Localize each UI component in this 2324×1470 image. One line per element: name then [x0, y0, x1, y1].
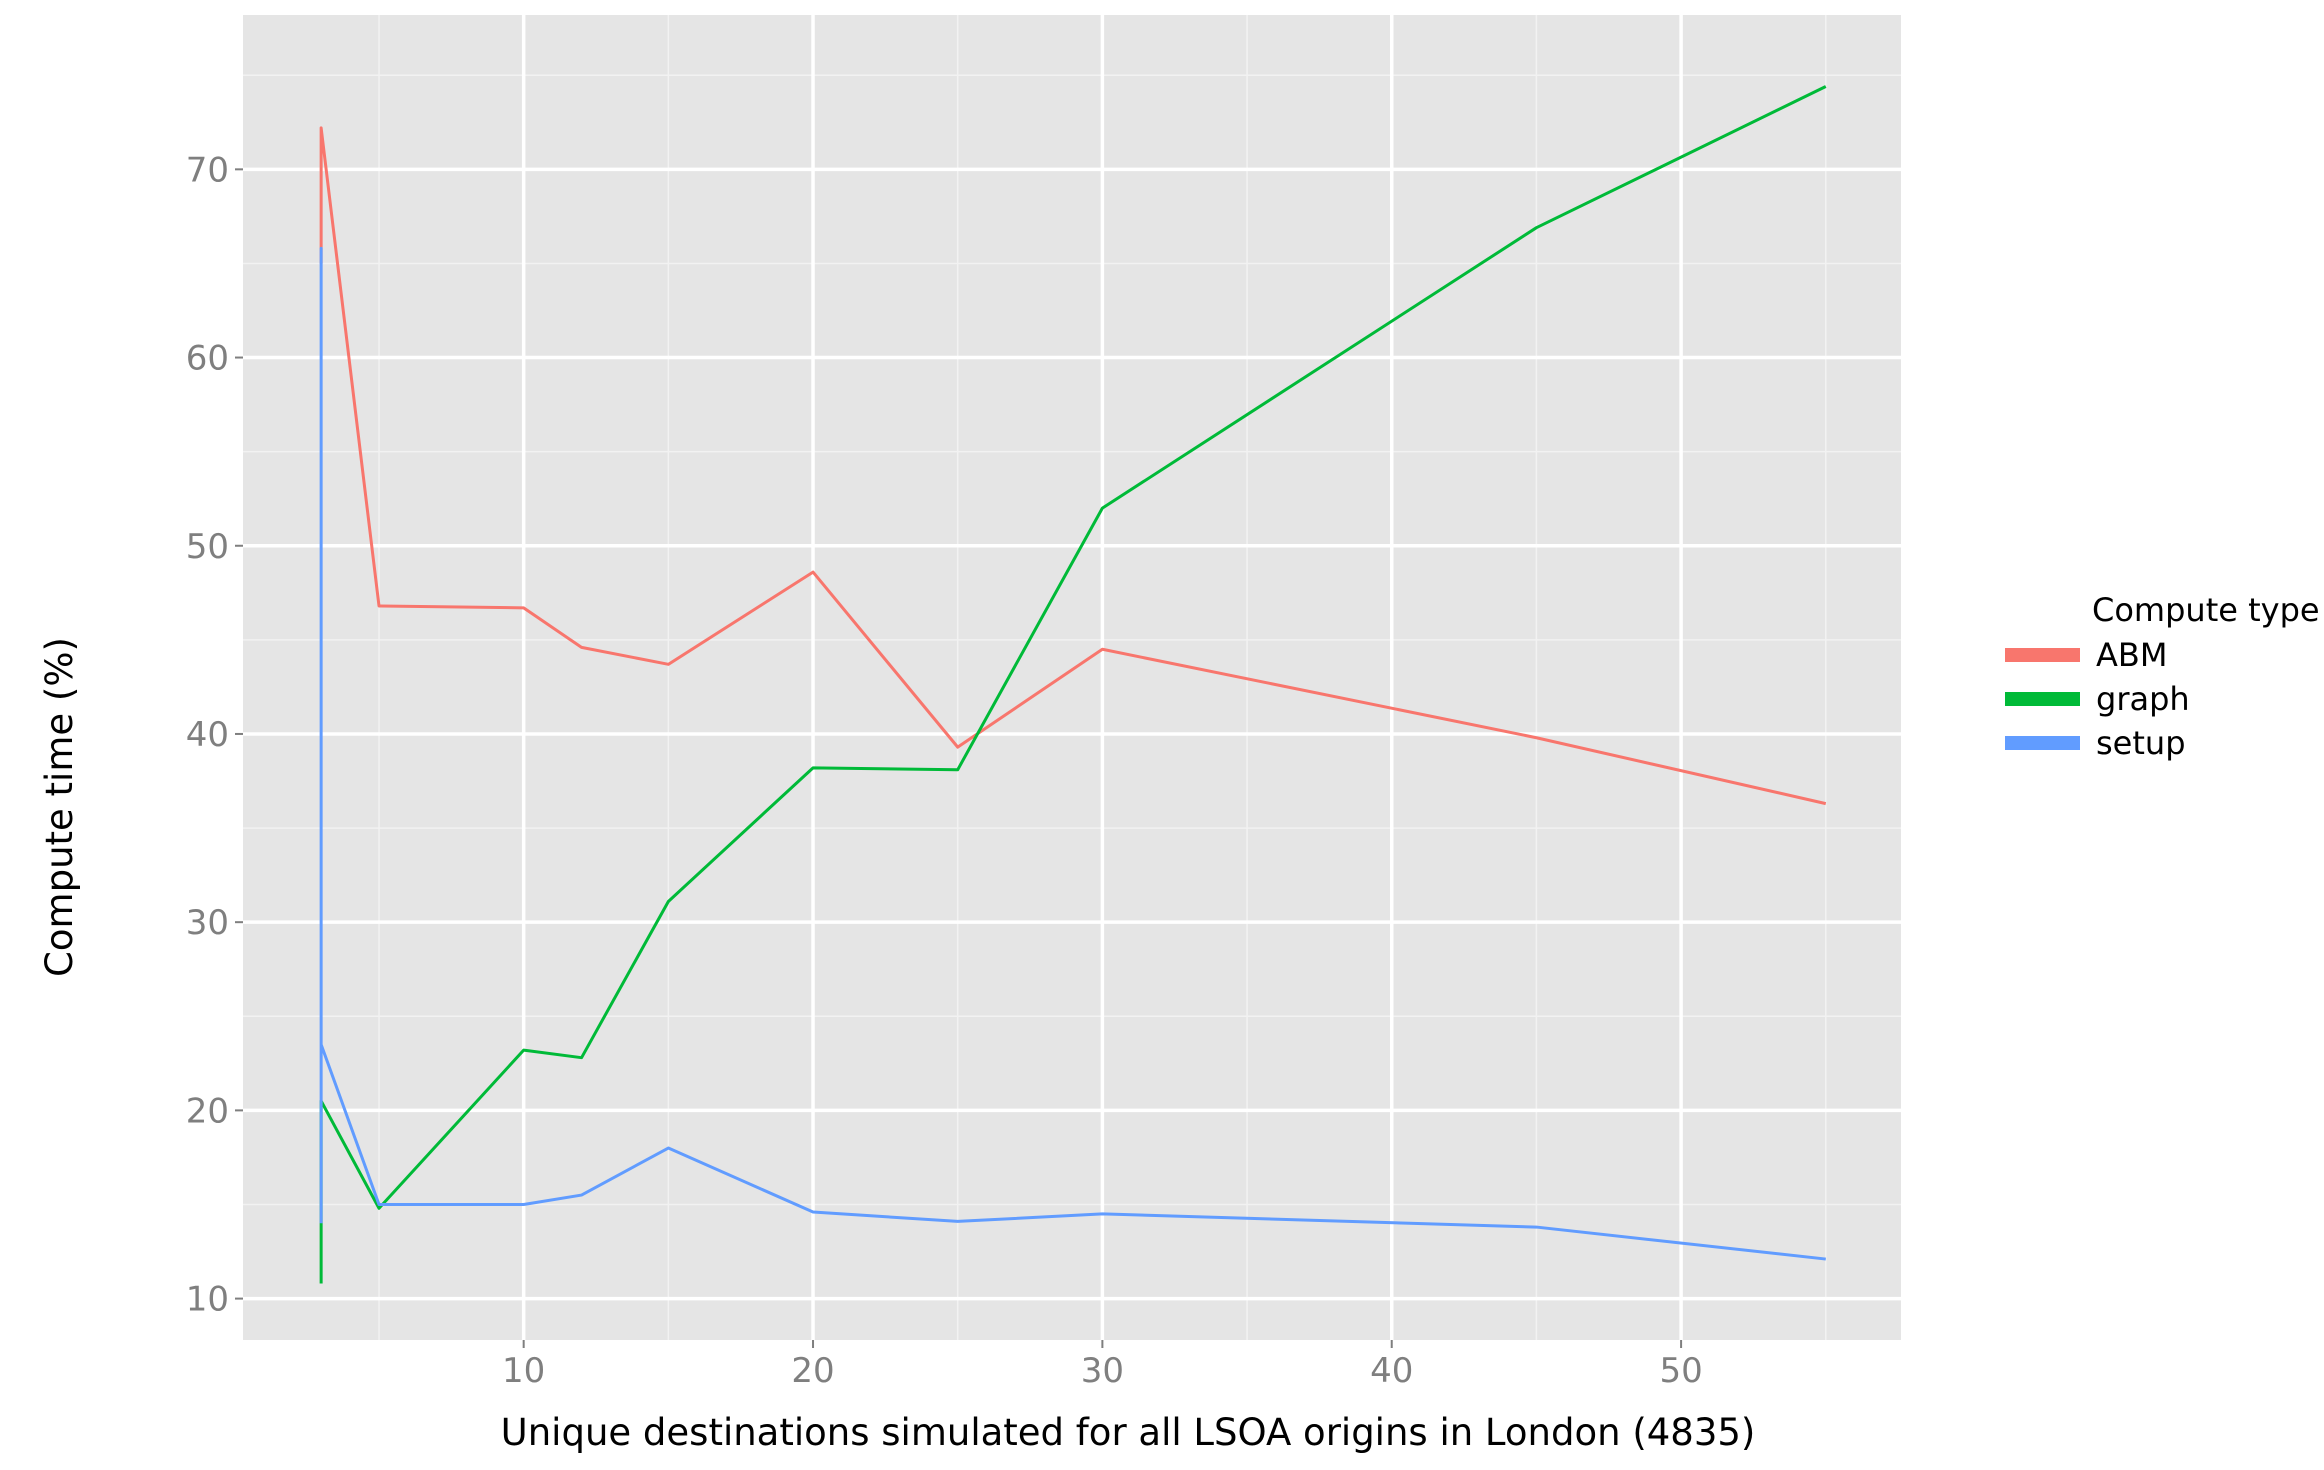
y-tick-label: 50: [186, 527, 229, 567]
series-lines: [319, 85, 1827, 1284]
legend-key-setup: [2005, 736, 2080, 750]
x-tick-label: 10: [502, 1351, 545, 1391]
x-tick-label: 40: [1370, 1351, 1413, 1391]
x-tick-label: 30: [1081, 1351, 1124, 1391]
series-line-graph: [319, 85, 1827, 1284]
legend-label-abm: ABM: [2096, 636, 2167, 674]
legend-label-graph: graph: [2096, 680, 2190, 718]
plot-panel: [243, 15, 1901, 1340]
series-line-abm: [319, 126, 1827, 806]
y-tick-label: 40: [186, 715, 229, 755]
x-tick-label: 50: [1659, 1351, 1702, 1391]
y-axis-title: Compute time (%): [38, 637, 81, 977]
x-tick-label: 20: [791, 1351, 834, 1391]
y-tick-label: 10: [186, 1280, 229, 1320]
legend: Compute type ABM graph setup: [2005, 591, 2320, 762]
y-tick-label: 70: [186, 150, 229, 190]
x-axis-title: Unique destinations simulated for all LS…: [501, 1411, 1756, 1454]
grid-major: [243, 15, 1901, 1340]
y-tick-label: 30: [186, 903, 229, 943]
y-tick-label: 20: [186, 1091, 229, 1131]
tick-labels: 10 20 30 40 50 10 20 30 40 50 60 70: [186, 150, 1703, 1391]
y-tick-label: 60: [186, 339, 229, 379]
legend-key-graph: [2005, 692, 2080, 706]
axis-ticks: [235, 168, 1683, 1348]
legend-key-abm: [2005, 648, 2080, 662]
grid-minor: [243, 15, 1901, 1340]
legend-label-setup: setup: [2096, 724, 2186, 762]
legend-title: Compute type: [2092, 591, 2320, 629]
series-line-setup: [319, 246, 1826, 1261]
